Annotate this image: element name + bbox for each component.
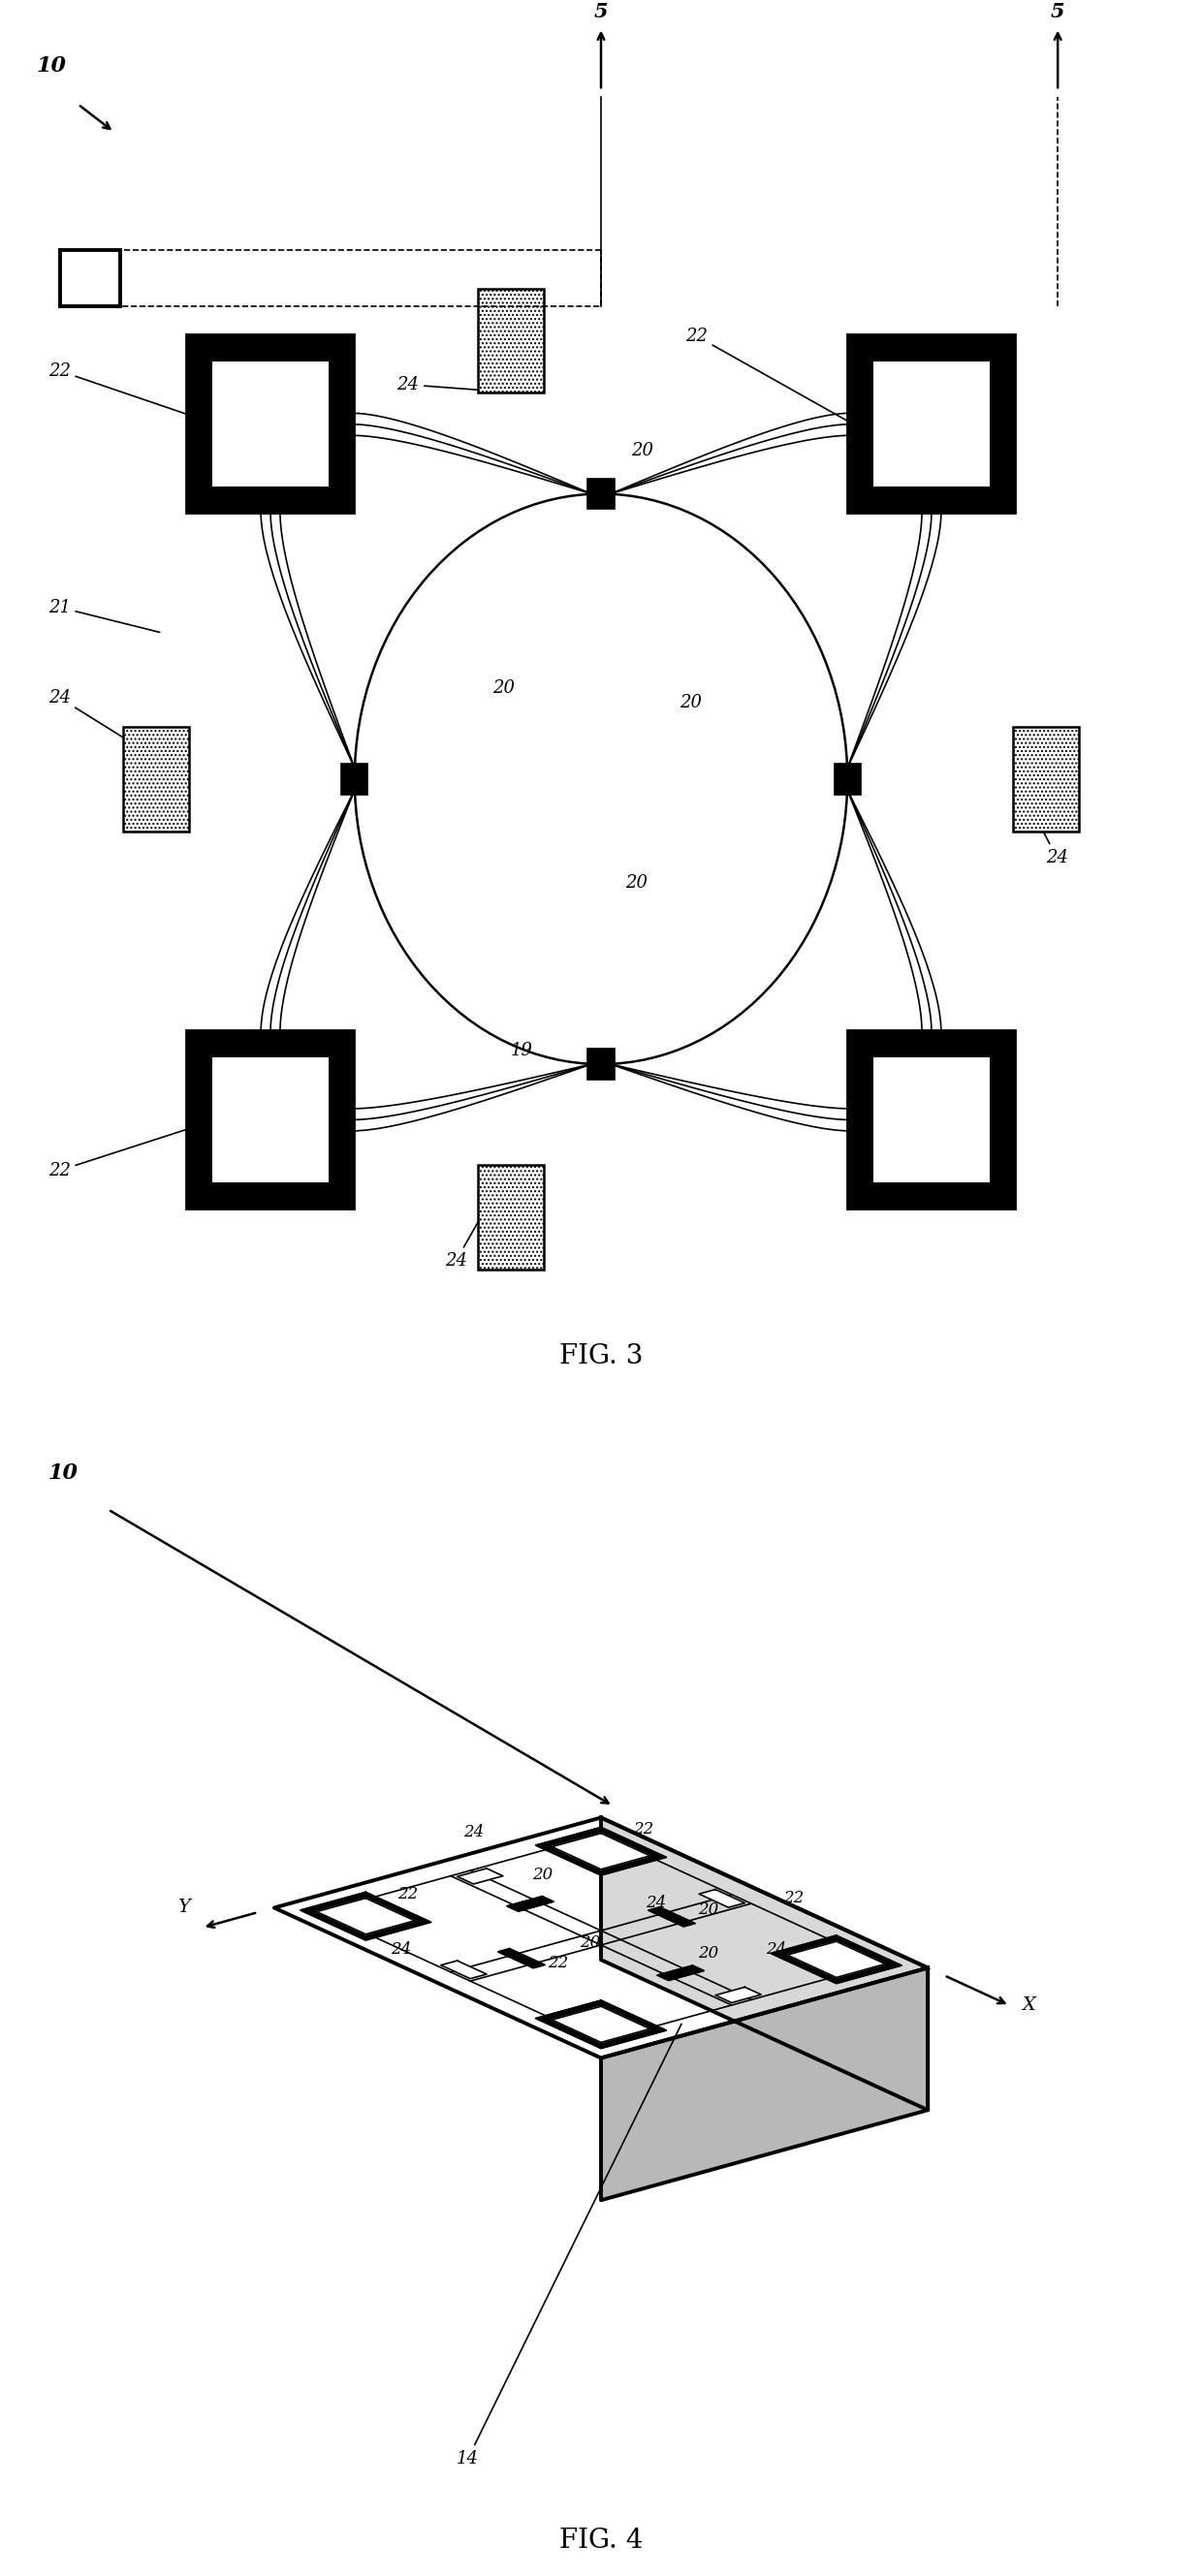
Bar (867, 355, 996, 495)
Bar (834, 762, 861, 793)
Bar (861, 1043, 1002, 1195)
Text: 20: 20 (579, 1935, 601, 1950)
Text: 20: 20 (697, 1945, 719, 1960)
Text: 14: 14 (457, 2025, 682, 2468)
Bar (851, 337, 1012, 510)
Text: 20: 20 (625, 876, 648, 891)
Polygon shape (457, 1868, 502, 1883)
Polygon shape (498, 1947, 529, 1960)
Text: 22: 22 (633, 1821, 654, 1837)
Text: 5: 5 (1051, 3, 1065, 21)
Bar (206, 355, 335, 495)
Text: 10: 10 (36, 57, 66, 77)
Bar (200, 1043, 341, 1195)
Text: 5: 5 (594, 3, 608, 21)
Text: 24: 24 (445, 1167, 510, 1270)
Bar (206, 1051, 335, 1190)
Text: 22: 22 (398, 1886, 418, 1904)
Text: 22: 22 (548, 1955, 569, 1971)
Text: 20: 20 (531, 1868, 553, 1883)
Polygon shape (657, 1971, 684, 1981)
Text: 24: 24 (397, 376, 508, 394)
Text: 22: 22 (856, 1115, 948, 1180)
Text: 24: 24 (48, 688, 154, 757)
Bar (588, 479, 614, 510)
Text: FIG. 3: FIG. 3 (559, 1342, 643, 1370)
Text: X: X (1022, 1996, 1035, 2014)
Text: 24: 24 (1017, 781, 1069, 866)
Bar (873, 361, 990, 487)
Polygon shape (715, 1986, 761, 2002)
Polygon shape (441, 1960, 487, 1978)
Polygon shape (770, 1935, 902, 1984)
Bar (1012, 726, 1079, 832)
Polygon shape (518, 1958, 545, 1968)
Bar (124, 726, 190, 832)
Text: 20: 20 (679, 693, 702, 711)
Polygon shape (787, 1942, 886, 1978)
Bar (60, 250, 601, 307)
Bar (861, 348, 1002, 500)
Text: 24: 24 (645, 1893, 667, 1911)
Bar (190, 1033, 351, 1206)
Text: Y: Y (178, 1899, 190, 1917)
Bar (873, 1056, 990, 1182)
Polygon shape (316, 1899, 415, 1935)
Text: 22: 22 (784, 1891, 804, 1906)
Polygon shape (601, 1819, 928, 2110)
Polygon shape (552, 2007, 650, 2043)
Polygon shape (300, 1893, 432, 1940)
Text: 10: 10 (48, 1463, 78, 1484)
Bar (212, 1056, 329, 1182)
Polygon shape (673, 1965, 704, 1976)
Polygon shape (507, 1901, 534, 1911)
Bar (477, 289, 543, 394)
Text: 22: 22 (48, 1121, 214, 1180)
Polygon shape (601, 1968, 928, 2200)
Polygon shape (536, 1826, 666, 1875)
Text: 24: 24 (463, 1824, 484, 1839)
Text: 22: 22 (685, 327, 851, 422)
Polygon shape (552, 1834, 650, 1870)
Bar (60, 250, 120, 307)
Bar (200, 348, 341, 500)
Bar (341, 762, 368, 793)
Polygon shape (700, 1888, 745, 1906)
Polygon shape (648, 1906, 679, 1919)
Text: 19: 19 (511, 1041, 534, 1059)
Text: FIG. 4: FIG. 4 (559, 2527, 643, 2553)
Text: 21: 21 (48, 598, 160, 631)
Text: 20: 20 (631, 440, 654, 459)
Text: 20: 20 (493, 680, 516, 698)
Polygon shape (536, 2002, 666, 2048)
Text: 22: 22 (48, 363, 214, 422)
Polygon shape (668, 1917, 695, 1927)
Bar (851, 1033, 1012, 1206)
Bar (867, 1051, 996, 1190)
Bar (212, 361, 329, 487)
Bar (477, 1164, 543, 1270)
Polygon shape (274, 1819, 928, 2058)
Polygon shape (523, 1896, 554, 1906)
Bar (190, 337, 351, 510)
Text: 20: 20 (697, 1901, 719, 1919)
Bar (588, 1048, 614, 1079)
Text: 24: 24 (766, 1940, 787, 1958)
Text: 24: 24 (391, 1942, 412, 1958)
